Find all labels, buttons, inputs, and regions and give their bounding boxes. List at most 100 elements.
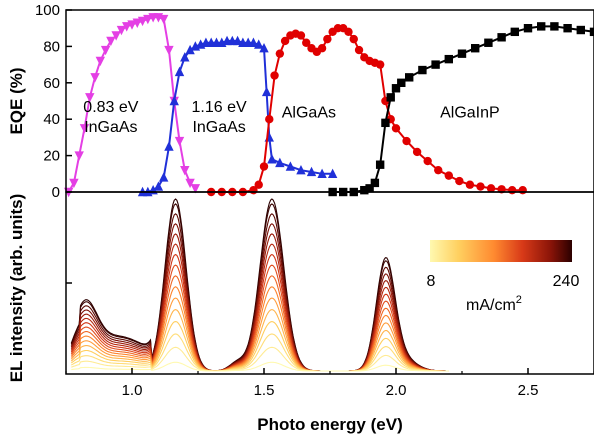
eqe-point-2-36: [444, 171, 453, 180]
eqe-series-2: [207, 24, 527, 197]
eqe-point-1-18: [232, 35, 243, 46]
eqe-point-1-28: [285, 161, 296, 171]
eqe-point-3-20: [523, 24, 533, 33]
eqe-point-3-18: [497, 33, 506, 42]
eqe-point-2-23: [349, 34, 358, 44]
eqe-series-1: [137, 35, 338, 197]
eqe-point-2-43: [518, 185, 527, 195]
eqe-point-3-14: [444, 54, 453, 64]
el-panel: 1.0 1.5 2.0 2.5 Photo energy (eV) EL intens…: [7, 191, 594, 434]
eqe-series-group: [63, 13, 594, 198]
eqe-point-2-31: [391, 124, 401, 133]
eqe-annotation-line-1-1: InGaAs: [192, 119, 245, 136]
colorbar: 8 240 mA/cm2: [427, 240, 579, 314]
el-series-group: [70, 198, 449, 372]
eqe-point-2-14: [302, 38, 311, 47]
el-spectrum-9: [70, 253, 449, 372]
eqe-point-3-11: [405, 73, 414, 82]
el-spectrum-13: [70, 213, 449, 372]
eqe-point-3-3: [360, 185, 369, 195]
el-y-axis-title: EL intensity (arb. units): [7, 194, 26, 383]
eqe-point-0-9: [111, 31, 121, 41]
eqe-point-2-37: [455, 176, 464, 186]
el-x-axis-title: Photo energy (eV): [257, 415, 402, 434]
eqe-point-1-9: [185, 44, 195, 55]
eqe-point-3-7: [381, 118, 390, 128]
colorbar-unit-label: mA/cm2: [466, 294, 522, 314]
colorbar-gradient: [430, 240, 572, 262]
eqe-point-0-13: [132, 18, 142, 28]
eqe-point-0-23: [185, 178, 195, 189]
eqe-point-2-7: [265, 115, 274, 124]
eqe-annotation-line-0-0: 0.83 eV: [83, 99, 138, 116]
eqe-point-3-5: [370, 178, 380, 188]
eqe-point-1-5: [164, 141, 174, 151]
eqe-point-2-8: [270, 71, 279, 80]
eqe-point-2-34: [423, 156, 432, 166]
eqe-annotation-3: AlGaInP: [440, 104, 500, 121]
eqe-point-2-24: [354, 45, 364, 55]
eqe-point-1-22: [254, 39, 264, 49]
el-spectrum-11: [70, 233, 449, 372]
eqe-annotation-line-2-0: AlGaAs: [282, 104, 336, 121]
eqe-point-2-38: [465, 180, 475, 189]
eqe-point-0-22: [180, 165, 190, 176]
eqe-point-3-4: [365, 184, 374, 193]
eqe-point-0-19: [164, 45, 174, 56]
eqe-point-1-21: [248, 37, 259, 47]
el-spectrum-6: [70, 286, 449, 372]
eqe-point-0-18: [158, 14, 169, 25]
eqe-point-0-12: [127, 20, 137, 30]
eqe-point-3-10: [397, 78, 406, 87]
eqe-point-1-23: [259, 43, 269, 53]
eqe-annotation-line-3-0: AlGaInP: [440, 104, 500, 121]
eqe-point-0-2: [74, 151, 84, 161]
eqe-point-1-30: [306, 166, 317, 177]
el-spectrum-12: [70, 223, 449, 372]
eqe-point-3-12: [418, 65, 427, 75]
eqe-point-3-9: [391, 84, 401, 93]
el-spectrum-7: [70, 275, 449, 372]
eqe-point-2-10: [280, 36, 290, 46]
el-spectrum-3: [70, 321, 449, 372]
eqe-point-0-14: [137, 16, 148, 27]
eqe-annotations: 0.83 eV InGaAs 1.16 eV InGaAs AlGaAs AlGaInP: [83, 99, 499, 136]
eqe-point-0-7: [100, 45, 111, 56]
el-x-tick-label-0: 1.0: [122, 382, 143, 399]
eqe-point-3-8: [386, 93, 395, 102]
eqe-point-1-6: [169, 95, 179, 106]
eqe-point-2-6: [259, 162, 269, 171]
eqe-point-3-22: [550, 22, 559, 31]
eqe-annotation-line-1-0: 1.16 eV: [192, 99, 247, 116]
eqe-point-2-5: [254, 180, 263, 189]
eqe-point-3-19: [510, 27, 519, 37]
eqe-point-2-42: [507, 185, 517, 195]
eqe-y-tick-label-3: 60: [43, 75, 60, 92]
eqe-annotation-0: 0.83 eV InGaAs: [83, 99, 138, 136]
eqe-point-2-22: [344, 27, 353, 37]
eqe-point-0-11: [122, 22, 132, 32]
eqe-point-2-33: [412, 147, 422, 157]
eqe-point-3-25: [589, 27, 594, 37]
eqe-point-3-16: [471, 44, 480, 53]
el-x-tick-label-3: 2.5: [518, 382, 539, 399]
colorbar-min-label: 8: [427, 273, 436, 290]
eqe-point-1-29: [296, 164, 306, 175]
eqe-point-0-24: [190, 184, 201, 194]
eqe-point-1-8: [180, 52, 190, 62]
eqe-point-2-28: [375, 60, 385, 69]
eqe-point-0-3: [79, 124, 90, 134]
eqe-point-3-17: [484, 38, 493, 47]
eqe-point-2-39: [476, 182, 485, 191]
eqe-point-0-21: [174, 136, 185, 147]
colorbar-unit-base: mA/cm: [466, 297, 516, 314]
eqe-point-2-9: [275, 49, 285, 58]
el-spectrum-1: [71, 346, 449, 372]
eqe-point-3-13: [431, 60, 440, 69]
el-x-tick-label-2: 2.0: [386, 382, 407, 399]
eqe-point-3-15: [457, 49, 467, 58]
eqe-point-0-8: [106, 36, 116, 47]
eqe-point-3-6: [375, 160, 385, 169]
el-spectrum-2: [71, 333, 449, 372]
